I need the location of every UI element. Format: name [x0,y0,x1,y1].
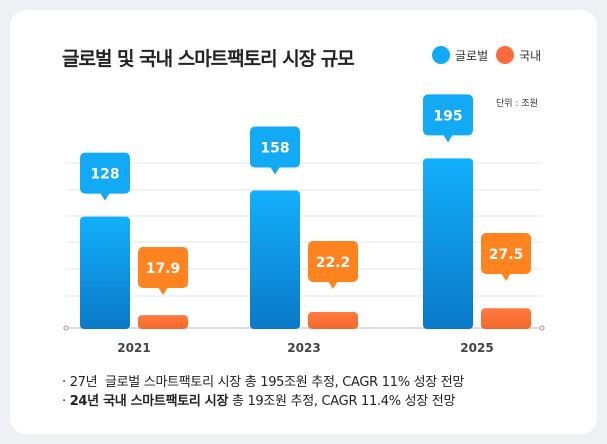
axis-end-marker [539,325,545,331]
bar-domestic-2025 [481,308,531,329]
data-callout-box [80,152,130,194]
data-callout-pointer [158,287,168,295]
data-callout-pointer [270,166,280,175]
data-callout-box [481,233,531,274]
data-callout-box [250,126,300,168]
unit-label: 단위 : 조원 [496,99,538,109]
bar-domestic-2021 [138,315,188,329]
data-callout-pointer [501,273,511,281]
data-callout-box [138,247,188,288]
data-callout-box [308,241,358,282]
bar-global-2023 [250,190,300,329]
data-callout-box [423,94,473,136]
data-label: 22.2 [316,255,351,271]
data-label: 17.9 [146,261,181,277]
axis-start-marker [63,325,69,331]
x-tick-label: 2025 [460,341,493,355]
data-label: 128 [90,167,119,183]
legend-global-label: 글로벌 [455,48,489,63]
note-global: · 27년 글로벌 스마트팩토리 시장 총 195조원 추정, CAGR 11%… [62,375,465,390]
data-label: 27.5 [489,247,524,263]
bar-global-2025 [423,158,473,329]
data-callout-pointer [443,134,453,143]
note-domestic: · 24년 국내 스마트팩토리 시장 총 19조원 추정, CAGR 11.4%… [62,394,456,409]
chart-title: 글로벌 및 국내 스마트팩토리 시장 규모 [62,48,355,70]
data-label: 195 [433,108,462,124]
legend-domestic-marker [496,46,515,64]
data-callout-pointer [100,192,110,201]
legend-global-marker [432,46,450,64]
legend: 글로벌 국내 [432,46,541,64]
legend-domestic-label: 국내 [519,48,542,63]
data-callout-pointer [328,281,338,289]
x-tick-label: 2023 [287,341,320,355]
x-tick-label: 2021 [117,341,150,355]
notes: · 27년 글로벌 스마트팩토리 시장 총 195조원 추정, CAGR 11%… [62,373,464,411]
data-label: 158 [260,141,289,157]
bar-domestic-2023 [308,312,358,329]
bar-global-2021 [80,216,130,329]
